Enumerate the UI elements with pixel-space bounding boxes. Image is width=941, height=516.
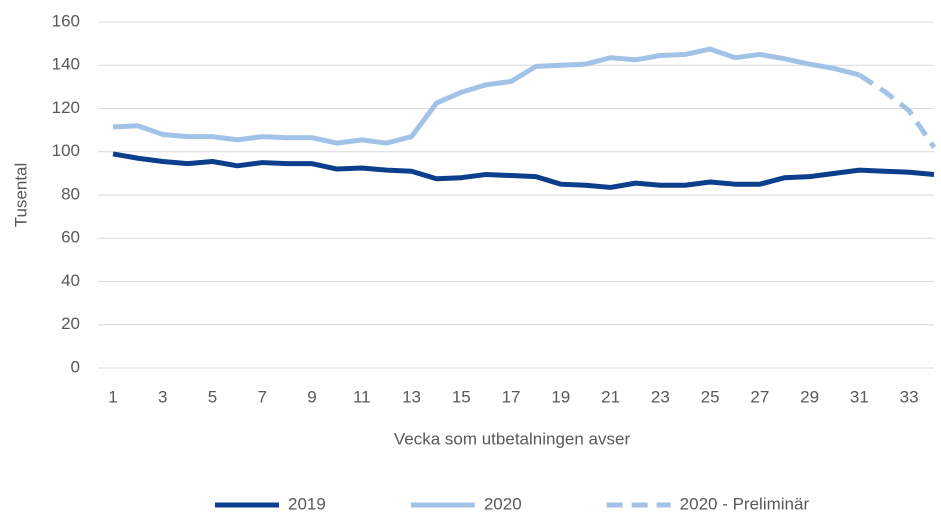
x-tick-label: 5 bbox=[208, 387, 217, 406]
y-tick-label: 140 bbox=[52, 55, 80, 74]
y-tick-label: 120 bbox=[52, 98, 80, 117]
x-tick-label: 33 bbox=[900, 387, 919, 406]
y-tick-label: 40 bbox=[61, 271, 80, 290]
x-tick-label: 15 bbox=[452, 387, 471, 406]
y-tick-label: 80 bbox=[61, 184, 80, 203]
x-tick-label: 31 bbox=[850, 387, 869, 406]
x-tick-label: 25 bbox=[701, 387, 720, 406]
x-tick-label: 27 bbox=[750, 387, 769, 406]
legend-label: 2019 bbox=[288, 494, 326, 513]
y-tick-label: 20 bbox=[61, 314, 80, 333]
y-tick-label: 60 bbox=[61, 228, 80, 247]
line-series bbox=[112, 151, 935, 190]
y-tick-label: 160 bbox=[52, 11, 80, 30]
x-tick-label: 13 bbox=[402, 387, 421, 406]
y-axis-label: Tusental bbox=[11, 163, 30, 228]
x-tick-label: 3 bbox=[158, 387, 167, 406]
x-tick-label: 29 bbox=[800, 387, 819, 406]
x-tick-label: 21 bbox=[601, 387, 620, 406]
legend-label: 2020 bbox=[484, 494, 522, 513]
line-series bbox=[112, 46, 860, 146]
x-tick-label: 23 bbox=[651, 387, 670, 406]
x-tick-label: 7 bbox=[258, 387, 267, 406]
legend-label: 2020 - Preliminär bbox=[680, 494, 810, 513]
y-tick-label: 100 bbox=[52, 141, 80, 160]
x-tick-label: 19 bbox=[551, 387, 570, 406]
x-axis-label: Vecka som utbetalningen avser bbox=[394, 429, 631, 448]
x-tick-label: 17 bbox=[502, 387, 521, 406]
y-tick-label: 0 bbox=[71, 357, 80, 376]
x-tick-label: 9 bbox=[307, 387, 316, 406]
x-tick-label: 1 bbox=[108, 387, 117, 406]
line-series bbox=[857, 72, 937, 149]
x-tick-label: 11 bbox=[353, 387, 371, 406]
